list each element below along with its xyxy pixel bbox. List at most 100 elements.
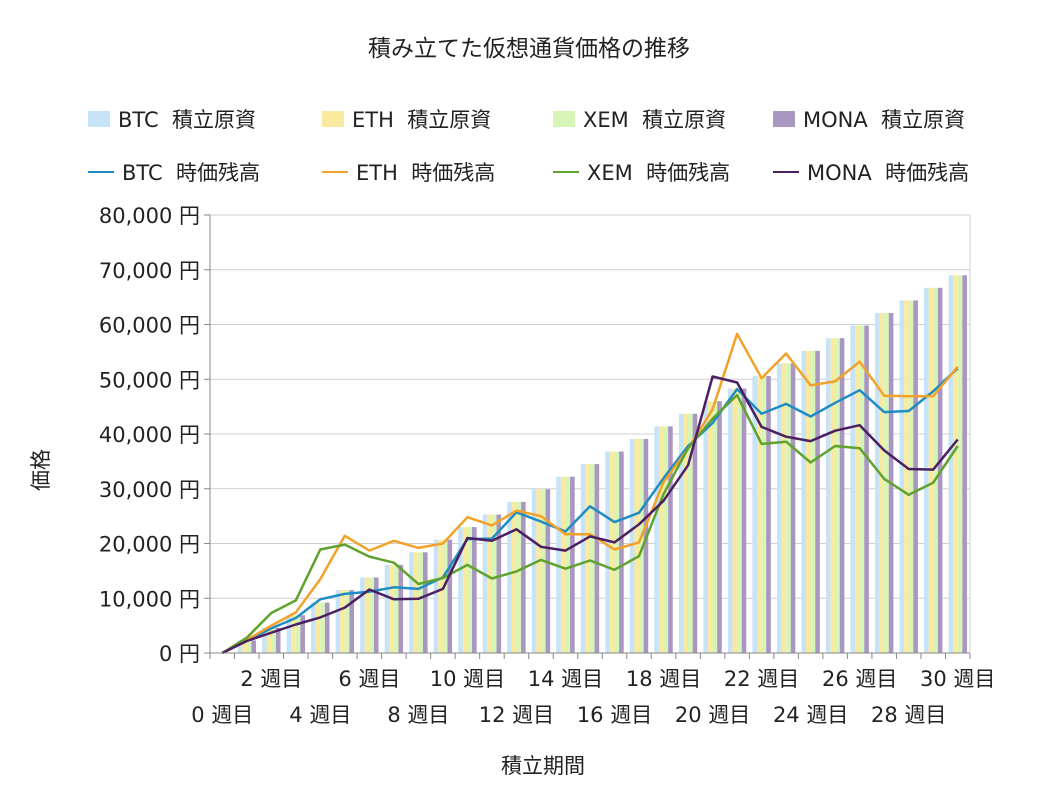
x-tick-label: 16 週目 bbox=[577, 703, 652, 727]
legend-line-1: ETH 時価残高 bbox=[322, 157, 495, 187]
bar-3-13 bbox=[545, 489, 551, 653]
bar-2-8 bbox=[418, 552, 423, 653]
x-tick-label: 4 週目 bbox=[289, 703, 351, 727]
legend-bar-3: MONA 積立原資 bbox=[773, 104, 965, 134]
bar-3-14 bbox=[570, 476, 575, 653]
bar-0-23 bbox=[776, 363, 782, 653]
legend-label: XEM 積立原資 bbox=[583, 108, 727, 132]
bar-1-22 bbox=[757, 375, 762, 653]
bar-2-12 bbox=[516, 501, 522, 653]
bar-0-30 bbox=[948, 275, 954, 653]
bar-1-3 bbox=[291, 615, 296, 653]
legend-label: MONA 時価残高 bbox=[807, 161, 970, 185]
bar-2-24 bbox=[810, 350, 816, 653]
bar-2-11 bbox=[491, 514, 497, 653]
bar-2-2 bbox=[271, 627, 276, 653]
y-tick-label: 20,000 円 bbox=[99, 533, 200, 557]
bar-2-29 bbox=[933, 287, 938, 653]
bar-2-21 bbox=[737, 388, 742, 653]
legend-swatch bbox=[553, 111, 575, 127]
bar-3-2 bbox=[275, 627, 281, 653]
bar-3-25 bbox=[839, 338, 845, 653]
series-line-1 bbox=[221, 332, 959, 655]
bar-2-23 bbox=[786, 363, 791, 653]
bar-1-21 bbox=[732, 388, 738, 653]
bar-0-2 bbox=[262, 627, 267, 653]
y-tick-label: 10,000 円 bbox=[99, 587, 200, 611]
x-tick-label: 6 週目 bbox=[338, 667, 400, 691]
bar-3-3 bbox=[300, 615, 306, 653]
bar-1-18 bbox=[658, 426, 664, 653]
bar-2-5 bbox=[344, 590, 350, 653]
bar-2-4 bbox=[320, 602, 325, 653]
x-tick-label: 22 週目 bbox=[724, 667, 799, 691]
bar-3-23 bbox=[790, 363, 796, 653]
bar-3-28 bbox=[913, 300, 918, 653]
bar-1-25 bbox=[830, 338, 836, 653]
bar-3-18 bbox=[668, 426, 673, 653]
legend-swatch bbox=[322, 111, 344, 127]
y-tick-label: 0 円 bbox=[159, 642, 200, 666]
bar-3-10 bbox=[472, 527, 477, 653]
bar-1-9 bbox=[438, 539, 443, 653]
bar-1-19 bbox=[683, 413, 689, 653]
bar-1-28 bbox=[904, 300, 909, 653]
lines-group bbox=[221, 332, 959, 655]
bar-0-19 bbox=[678, 413, 684, 653]
bar-0-6 bbox=[360, 577, 365, 653]
bar-0-27 bbox=[874, 313, 880, 653]
legend-bar-0: BTC 積立原資 bbox=[88, 104, 256, 134]
legend-label: BTC 時価残高 bbox=[122, 161, 261, 185]
legend-swatch bbox=[773, 171, 799, 173]
bar-0-9 bbox=[433, 539, 439, 653]
bar-2-22 bbox=[761, 375, 767, 653]
bar-2-7 bbox=[393, 564, 399, 653]
bar-3-16 bbox=[619, 451, 624, 653]
bar-1-27 bbox=[879, 313, 885, 653]
legend-bar-1: ETH 積立原資 bbox=[322, 104, 491, 134]
bar-3-22 bbox=[766, 375, 771, 653]
bar-3-9 bbox=[447, 539, 453, 653]
bar-0-18 bbox=[654, 426, 659, 653]
x-axis-label: 積立期間 bbox=[501, 754, 585, 778]
bar-3-26 bbox=[864, 325, 869, 653]
bar-0-11 bbox=[482, 514, 488, 653]
bar-0-22 bbox=[752, 375, 758, 653]
bar-2-18 bbox=[663, 426, 669, 653]
x-tick-label: 14 週目 bbox=[528, 667, 603, 691]
x-tick-label: 24 週目 bbox=[773, 703, 848, 727]
bar-2-6 bbox=[369, 577, 374, 653]
bar-1-30 bbox=[953, 275, 958, 653]
bar-0-16 bbox=[605, 451, 610, 653]
chart-title: 積み立てた仮想通貨価格の推移 bbox=[368, 36, 690, 62]
bar-3-11 bbox=[496, 514, 502, 653]
legend-swatch bbox=[88, 171, 114, 173]
legend-label: MONA 積立原資 bbox=[803, 108, 966, 132]
bar-1-6 bbox=[364, 577, 370, 653]
x-tick-label: 2 週目 bbox=[240, 667, 302, 691]
legend-label: ETH 積立原資 bbox=[352, 108, 492, 132]
bar-0-3 bbox=[286, 615, 292, 653]
bar-1-10 bbox=[462, 527, 468, 653]
bar-2-9 bbox=[442, 539, 448, 653]
legend-swatch bbox=[322, 171, 348, 173]
bar-2-28 bbox=[908, 300, 914, 653]
series-line-2 bbox=[221, 393, 959, 655]
legend-label: ETH 時価残高 bbox=[356, 161, 496, 185]
bar-1-11 bbox=[487, 514, 492, 653]
y-tick-label: 80,000 円 bbox=[99, 204, 200, 228]
legend-swatch bbox=[88, 111, 110, 127]
bar-2-26 bbox=[859, 325, 865, 653]
legend-swatch bbox=[553, 171, 579, 173]
bar-2-25 bbox=[835, 338, 840, 653]
bar-0-5 bbox=[335, 590, 341, 653]
legend-line-3: MONA 時価残高 bbox=[773, 157, 969, 187]
bar-1-24 bbox=[806, 350, 811, 653]
x-tick-label: 10 週目 bbox=[430, 667, 505, 691]
y-axis-label: 価格 bbox=[29, 449, 53, 491]
bar-0-20 bbox=[703, 401, 708, 653]
bar-2-14 bbox=[565, 476, 571, 653]
bar-3-8 bbox=[422, 552, 428, 653]
bar-0-26 bbox=[850, 325, 856, 653]
